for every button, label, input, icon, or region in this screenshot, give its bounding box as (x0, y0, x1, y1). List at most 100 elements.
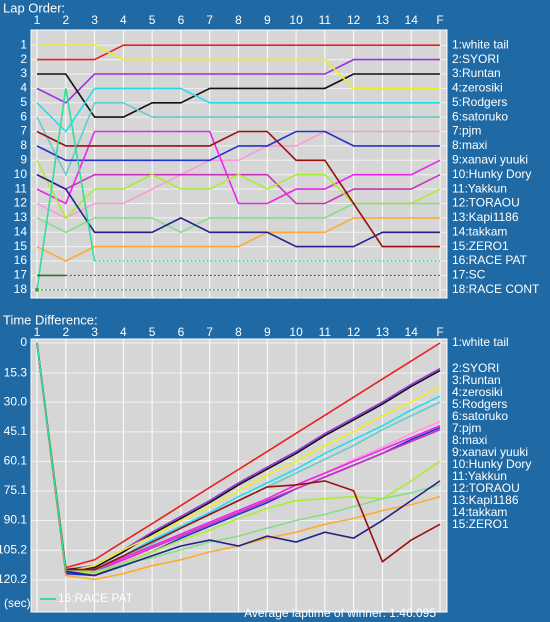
x-tick-label: 5 (149, 325, 156, 339)
y-tick-label: 75.1 (4, 483, 28, 497)
series-end-label: 8:maxi (452, 433, 487, 447)
x-tick-label: 4 (120, 325, 127, 339)
x-tick-label: 8 (235, 325, 242, 339)
x-tick-label: 8 (235, 13, 242, 27)
y-tick-label: 1 (20, 37, 27, 51)
x-tick-label: 10 (289, 325, 303, 339)
series-end-label: 7:pjm (452, 421, 481, 435)
y-tick-label: 12 (14, 196, 28, 210)
series-end-label: 2:SYORI (452, 52, 499, 66)
x-tick-label: 14 (405, 325, 419, 339)
series-line (36, 88, 96, 290)
y-tick-label: 7 (20, 124, 27, 138)
y-tick-label: 15 (14, 239, 28, 253)
series-end-label: 15:ZERO1 (452, 239, 509, 253)
series-line (36, 173, 440, 248)
series-line (36, 130, 440, 248)
x-tick-label: 9 (264, 325, 271, 339)
series-end-label: 9:xanavi yuuki (452, 445, 528, 459)
x-tick-label: 2 (62, 325, 69, 339)
x-tick-label: F (436, 325, 443, 339)
series-line (36, 202, 440, 234)
series-end-label: 12:TORAOU (452, 481, 520, 495)
x-tick-label: F (436, 13, 443, 27)
x-tick-label: 12 (347, 13, 361, 27)
x-tick-label: 13 (376, 13, 390, 27)
x-tick-label: 14 (405, 13, 419, 27)
y-tick-label: 4 (20, 81, 27, 95)
series-end-label: 7:pjm (452, 124, 481, 138)
series-end-label: 6:satoruko (452, 409, 508, 423)
y-tick-label: 15.3 (4, 365, 28, 379)
x-tick-label: 3 (91, 325, 98, 339)
y-tick-label: 120.2 (0, 572, 27, 586)
series-line (37, 44, 440, 90)
series-end-label: 14:takkam (452, 224, 507, 238)
series-end-label: 16:RACE PAT (452, 253, 528, 267)
chart-title: Time Difference: (3, 312, 98, 327)
x-tick-label: 2 (62, 13, 69, 27)
series-end-label: 3:Runtan (452, 66, 501, 80)
x-tick-label: 11 (319, 325, 332, 339)
y-tick-label: 30.0 (4, 394, 28, 408)
series-end-label: 5:Rodgers (452, 95, 507, 109)
y-tick-label: 6 (20, 109, 27, 123)
series-line (36, 130, 441, 205)
y-tick-label: 17 (14, 268, 28, 282)
y-tick-label: 11 (15, 181, 28, 195)
series-line (36, 87, 440, 133)
y-tick-label: 9 (20, 152, 27, 166)
legend-label: 16:RACE PAT (58, 591, 134, 605)
y-tick-label: 10 (14, 167, 28, 181)
series-line (36, 342, 441, 573)
x-tick-label: 6 (178, 13, 185, 27)
series-end-label: 12:TORAOU (452, 196, 520, 210)
series-end-label: 14:takkam (452, 505, 507, 519)
x-tick-label: 1 (34, 325, 41, 339)
series-end-label: 4:zerosiki (452, 385, 503, 399)
x-tick-label: 4 (120, 13, 127, 27)
y-tick-label: 13 (14, 210, 28, 224)
series-end-label: 3:Runtan (452, 373, 501, 387)
y-tick-label: 105.2 (0, 542, 27, 556)
y-tick-label: 14 (14, 224, 28, 238)
chart-title: Lap Order: (3, 0, 65, 15)
series-line (36, 130, 440, 219)
y-tick-label: 3 (20, 66, 27, 80)
series-end-label: 9:xanavi yuuki (452, 152, 528, 166)
series-end-label: 13:Kapi1186 (452, 493, 519, 507)
x-tick-label: 10 (289, 13, 303, 27)
series-line (37, 44, 440, 61)
footer: Average laptime of winner: 1:46.095 (244, 606, 436, 620)
series-line (37, 73, 440, 118)
y-axis-label: (sec) (4, 596, 31, 610)
x-tick-label: 5 (149, 13, 156, 27)
series-end-label: 2:SYORI (452, 361, 499, 375)
series-end-label: 11:Yakkun (452, 181, 507, 195)
series-end-label: 18:RACE CONT (452, 282, 540, 296)
y-tick-label: 90.1 (4, 513, 28, 527)
y-tick-label: 5 (20, 95, 27, 109)
series-end-label: 10:Hunky Dory (452, 167, 531, 181)
y-tick-label: 8 (20, 138, 27, 152)
series-line (36, 342, 441, 571)
x-tick-label: 1 (34, 13, 41, 27)
x-tick-label: 7 (206, 325, 213, 339)
series-line (36, 342, 441, 569)
series-line (36, 58, 440, 104)
series-line (36, 342, 441, 571)
series-end-label: 17:SC (452, 268, 486, 282)
x-tick-label: 9 (264, 13, 271, 27)
series-line (36, 342, 441, 573)
x-tick-label: 7 (206, 13, 213, 27)
series-end-label: 13:Kapi1186 (452, 210, 519, 224)
series-line (36, 342, 441, 577)
series-line (36, 102, 440, 177)
series-line (36, 342, 67, 572)
series-end-label: 4:zerosiki (452, 81, 503, 95)
series-line (36, 130, 440, 162)
y-tick-label: 60.1 (4, 454, 28, 468)
x-tick-label: 3 (91, 13, 98, 27)
x-tick-label: 6 (178, 325, 185, 339)
